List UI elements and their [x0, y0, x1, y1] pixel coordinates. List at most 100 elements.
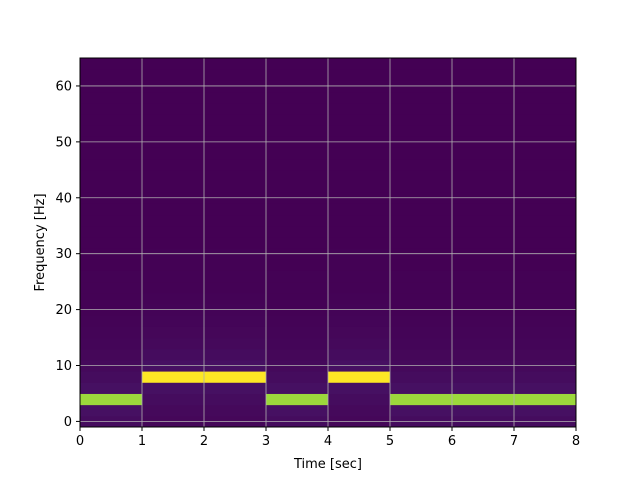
y-axis-label: Frequency [Hz] [33, 193, 48, 291]
spectrogram-cell [390, 281, 577, 294]
spectrogram-cell [80, 181, 143, 193]
x-tick-label: 7 [510, 434, 518, 449]
spectrogram-cell [328, 292, 391, 305]
spectrogram-cell [80, 58, 143, 70]
spectrogram-cell [80, 147, 143, 160]
spectrogram-cell [80, 236, 143, 249]
spectrogram-cell [328, 236, 391, 249]
spectrogram-cell [328, 281, 391, 294]
spectrogram-cell [328, 404, 391, 417]
spectrogram-cell [390, 69, 577, 81]
y-tick-label: 20 [55, 303, 72, 318]
spectrogram-peak-cell [80, 393, 143, 406]
spectrogram-cell [390, 158, 577, 171]
spectrogram-cell [328, 113, 391, 126]
spectrogram-cell [328, 125, 391, 137]
x-tick-label: 5 [386, 434, 394, 449]
y-axis-ticks: 0 10 20 30 40 50 60 [55, 79, 80, 430]
spectrogram-cell [328, 315, 391, 327]
spectrogram-cell [80, 281, 143, 294]
spectrogram-cell [328, 102, 391, 115]
y-tick-label: 60 [55, 79, 72, 94]
spectrogram-cell [266, 348, 329, 361]
spectrogram-cell [266, 102, 329, 115]
spectrogram-cell [266, 270, 329, 283]
spectrogram-cell [80, 404, 143, 417]
spectrogram-cell [266, 58, 329, 70]
spectrogram-peak-cell [266, 393, 329, 406]
x-tick-label: 4 [324, 434, 332, 449]
spectrogram-cell [266, 236, 329, 249]
spectrogram-cell [266, 259, 329, 271]
spectrogram-cell [266, 203, 329, 216]
spectrogram-cell [328, 326, 391, 339]
spectrogram-cell [266, 382, 329, 394]
spectrogram-cell [390, 348, 577, 361]
x-tick-label: 0 [76, 434, 84, 449]
spectrogram-cell [80, 69, 143, 81]
spectrogram-cell [80, 326, 143, 339]
x-axis-ticks: 0 1 2 3 4 5 6 7 8 [76, 427, 580, 449]
x-tick-label: 8 [572, 434, 580, 449]
spectrogram-cell [80, 382, 143, 394]
spectrogram-cell [266, 69, 329, 81]
spectrogram-cell [266, 315, 329, 327]
spectrogram-cell [266, 169, 329, 182]
spectrogram-cell [80, 371, 143, 383]
spectrogram-cell [328, 58, 391, 70]
spectrogram-cell [266, 371, 329, 383]
spectrogram-cell [80, 270, 143, 283]
spectrogram-cell [390, 102, 577, 115]
spectrogram-cell [266, 326, 329, 339]
spectrogram-cell [80, 203, 143, 216]
grid-lines [79, 58, 577, 427]
spectrogram-cell [80, 91, 143, 104]
spectrogram-cell [80, 169, 143, 182]
spectrogram-cell [328, 270, 391, 283]
spectrogram-cell [328, 203, 391, 216]
spectrogram-cell [390, 404, 577, 417]
x-tick-label: 2 [200, 434, 208, 449]
spectrogram-cell [80, 348, 143, 361]
spectrogram-cell [80, 315, 143, 327]
spectrogram-cell [80, 102, 143, 115]
spectrogram-peak-cell [390, 393, 577, 406]
x-tick-label: 6 [448, 434, 456, 449]
spectrogram-cell [390, 125, 577, 137]
spectrogram-cell [390, 225, 577, 238]
spectrogram-cell [390, 147, 577, 160]
spectrogram-cell [328, 181, 391, 193]
x-tick-label: 1 [138, 434, 146, 449]
spectrogram-peak-cell [328, 371, 391, 383]
y-tick-label: 0 [64, 415, 72, 430]
spectrogram-cell [266, 147, 329, 160]
spectrogram-cell [80, 292, 143, 305]
spectrogram-cell [80, 113, 143, 126]
spectrogram-cell [390, 113, 577, 126]
spectrogram-cell [390, 91, 577, 104]
y-tick-label: 10 [55, 359, 72, 374]
spectrogram-cell [328, 158, 391, 171]
spectrogram-cell [390, 169, 577, 182]
spectrogram-cell [80, 214, 143, 227]
y-tick-label: 50 [55, 135, 72, 150]
spectrogram-cell [266, 214, 329, 227]
spectrogram-cell [266, 91, 329, 104]
spectrogram-cell [80, 125, 143, 137]
spectrogram-cell [390, 382, 577, 394]
spectrogram-cell [328, 169, 391, 182]
spectrogram-cell [80, 259, 143, 271]
spectrogram-cell [80, 158, 143, 171]
spectrogram-cell [328, 214, 391, 227]
spectrogram-cell [266, 158, 329, 171]
x-axis-label: Time [sec] [293, 457, 362, 472]
spectrogram-cell [266, 113, 329, 126]
spectrogram-cell [328, 393, 391, 406]
spectrogram-cell [390, 326, 577, 339]
spectrogram-cell [266, 125, 329, 137]
x-tick-label: 3 [262, 434, 270, 449]
spectrogram-cell [266, 225, 329, 238]
spectrogram-cell [266, 337, 329, 350]
spectrogram-cell [390, 214, 577, 227]
